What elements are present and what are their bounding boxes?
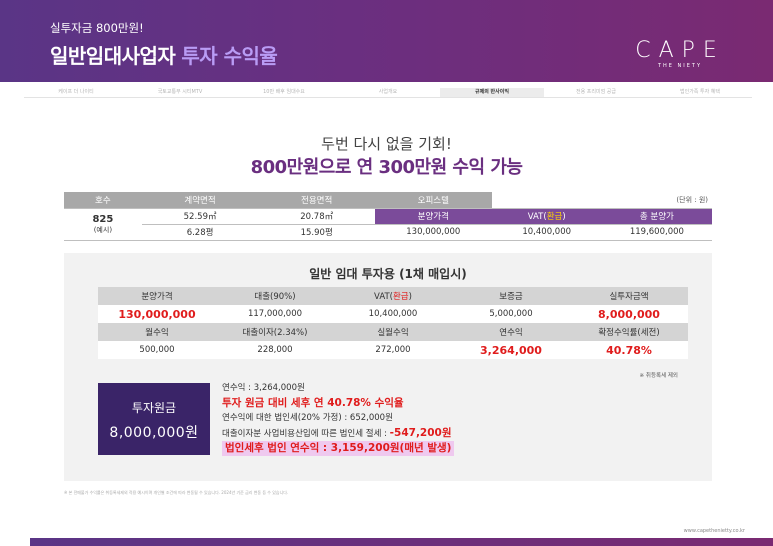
nav-item-3[interactable]: 10만 배후 임대수요 bbox=[263, 89, 305, 95]
spec-price-value: 130,000,000 bbox=[375, 224, 492, 241]
spec-unit-note: (예시) bbox=[93, 225, 113, 234]
calc-title: 일반 임대 투자용 (1채 매입시) bbox=[309, 267, 467, 281]
bottom-bar bbox=[30, 538, 773, 546]
section-nav: 케이프 더 나이티 국토교통부 시티MTV 10만 배후 임대수요 사업개요 규… bbox=[24, 88, 752, 98]
hero-line-2: 800만원으로 연 300만원 수익 가능 bbox=[250, 157, 523, 178]
hero-line-1: 두번 다시 없을 기회! bbox=[321, 135, 452, 153]
header-banner: 실투자금 800만원! 일반임대사업자 투자 수익율 CAPE THE NIETY bbox=[0, 0, 773, 82]
investment-principal-box: 투자원금 8,000,000원 bbox=[98, 383, 210, 455]
logo-name: CAPE bbox=[635, 38, 725, 63]
calc-value-monthly: 500,000 bbox=[98, 341, 216, 359]
calc-value-loan: 117,000,000 bbox=[216, 305, 334, 323]
calc-header-deposit: 보증금 bbox=[452, 287, 570, 305]
header-subtitle: 실투자금 800만원! bbox=[50, 21, 144, 35]
summary-lines: 연수익 : 3,264,000원 투자 원금 대비 세후 연 40.78% 수익… bbox=[222, 381, 682, 456]
spec-subheader-total: 총 분양가 bbox=[601, 208, 712, 225]
spec-header-exclusive-area: 전용면적 bbox=[258, 192, 375, 209]
spec-exclusive-area-m2: 20.78㎡ bbox=[258, 208, 375, 225]
footer-disclaimer: ※ 본 전매불가 수익률은 취등록세제외 적용 예시이며 개인별 조건에 따라 … bbox=[64, 490, 289, 495]
calc-value-annual: 3,264,000 bbox=[452, 341, 570, 359]
spec-unit-number: 825 bbox=[92, 213, 114, 225]
nav-item-2[interactable]: 국토교통부 시티MTV bbox=[157, 89, 203, 95]
summary-tax-saving: 대출이자분 사업비용산입에 따른 법인세 절세 : -547,200원 bbox=[222, 427, 452, 439]
spec-header-contract-area: 계약면적 bbox=[141, 192, 259, 209]
calc-header-loan: 대출(90%) bbox=[216, 287, 334, 305]
calc-value-vat: 10,400,000 bbox=[334, 305, 452, 323]
page-title: 일반임대사업자 투자 수익율 bbox=[50, 40, 278, 69]
summary-tax-saving-value: -547,200원 bbox=[389, 427, 452, 439]
nav-item-7[interactable]: 법인가족 투자 혜택 bbox=[680, 89, 720, 95]
spec-subheader-vat-refund: 환급 bbox=[546, 212, 563, 222]
spec-unit-cell: 825 (예시) bbox=[64, 208, 142, 241]
spec-contract-area-m2: 52.59㎡ bbox=[141, 208, 259, 225]
calc-header-price: 분양가격 bbox=[98, 287, 216, 305]
spec-table: 호수 계약면적 전용면적 오피스텔 (단위 : 원) 825 (예시) 52.5… bbox=[64, 192, 712, 241]
nav-item-5-active[interactable]: 규제의 반사이익 bbox=[440, 88, 544, 97]
summary-annual-income: 연수익 : 3,264,000원 bbox=[222, 383, 305, 393]
spec-vat-value: 10,400,000 bbox=[491, 224, 602, 241]
calc-value-rate: 40.78% bbox=[570, 341, 688, 359]
calc-header-rate: 확정수익률(세전) bbox=[570, 323, 688, 341]
page-title-main: 일반임대사업자 bbox=[50, 44, 176, 68]
calc-header-vat: VAT(환급) bbox=[334, 287, 452, 305]
spec-total-value: 119,600,000 bbox=[601, 224, 712, 241]
investment-label: 투자원금 bbox=[131, 401, 177, 415]
spec-header-officetel: 오피스텔 bbox=[375, 192, 492, 209]
calc-header-net: 실월수익 bbox=[334, 323, 452, 341]
spec-subheader-vat: VAT(환급) bbox=[491, 208, 602, 225]
brand-logo[interactable]: CAPE THE NIETY bbox=[630, 38, 730, 69]
calc-header-monthly: 월수익 bbox=[98, 323, 216, 341]
calc-value-price: 130,000,000 bbox=[98, 305, 216, 323]
summary-net-income: 법인세후 법인 연수익 : 3,159,200원(매년 발생) bbox=[222, 441, 455, 456]
nav-item-1[interactable]: 케이프 더 나이티 bbox=[58, 89, 94, 95]
calc-header-interest: 대출이자(2.34%) bbox=[216, 323, 334, 341]
summary-yield: 투자 원금 대비 세후 연 40.78% 수익율 bbox=[222, 397, 404, 409]
nav-item-4[interactable]: 사업개요 bbox=[378, 89, 398, 95]
calc-value-invest: 8,000,000 bbox=[570, 305, 688, 323]
calc-value-interest: 228,000 bbox=[216, 341, 334, 359]
investment-amount: 8,000,000원 bbox=[109, 425, 199, 441]
calc-value-deposit: 5,000,000 bbox=[452, 305, 570, 323]
summary-corporate-tax: 연수익에 대한 법인세(20% 가정) : 652,000원 bbox=[222, 413, 393, 423]
nav-item-6[interactable]: 전용 프리미엄 공급 bbox=[576, 89, 616, 95]
calc-value-net: 272,000 bbox=[334, 341, 452, 359]
spec-contract-area-py: 6.28평 bbox=[141, 224, 259, 241]
calc-header-annual: 연수익 bbox=[452, 323, 570, 341]
calc-note: ※ 취등록세 제외 bbox=[639, 373, 678, 379]
investment-calc-panel: 일반 임대 투자용 (1채 매입시) 분양가격 대출(90%) VAT(환급) … bbox=[64, 253, 712, 481]
spec-unit-label: (단위 : 원) bbox=[491, 192, 712, 209]
spec-subheader-price: 분양가격 bbox=[375, 208, 492, 225]
calc-table: 분양가격 대출(90%) VAT(환급) 보증금 실투자금액 130,000,0… bbox=[98, 287, 688, 359]
spec-header-unit-no: 호수 bbox=[64, 192, 142, 209]
summary-net-income-wrap: 법인세후 법인 연수익 : 3,159,200원(매년 발생) bbox=[222, 441, 682, 456]
calc-header-invest: 실투자금액 bbox=[570, 287, 688, 305]
footer-site-url[interactable]: www.capethenietty.co.kr bbox=[683, 528, 745, 534]
page-title-highlight: 투자 수익율 bbox=[181, 44, 278, 68]
logo-tag: THE NIETY bbox=[657, 63, 703, 69]
calc-header-vat-refund: 환급 bbox=[392, 292, 409, 302]
spec-exclusive-area-py: 15.90평 bbox=[258, 224, 375, 241]
